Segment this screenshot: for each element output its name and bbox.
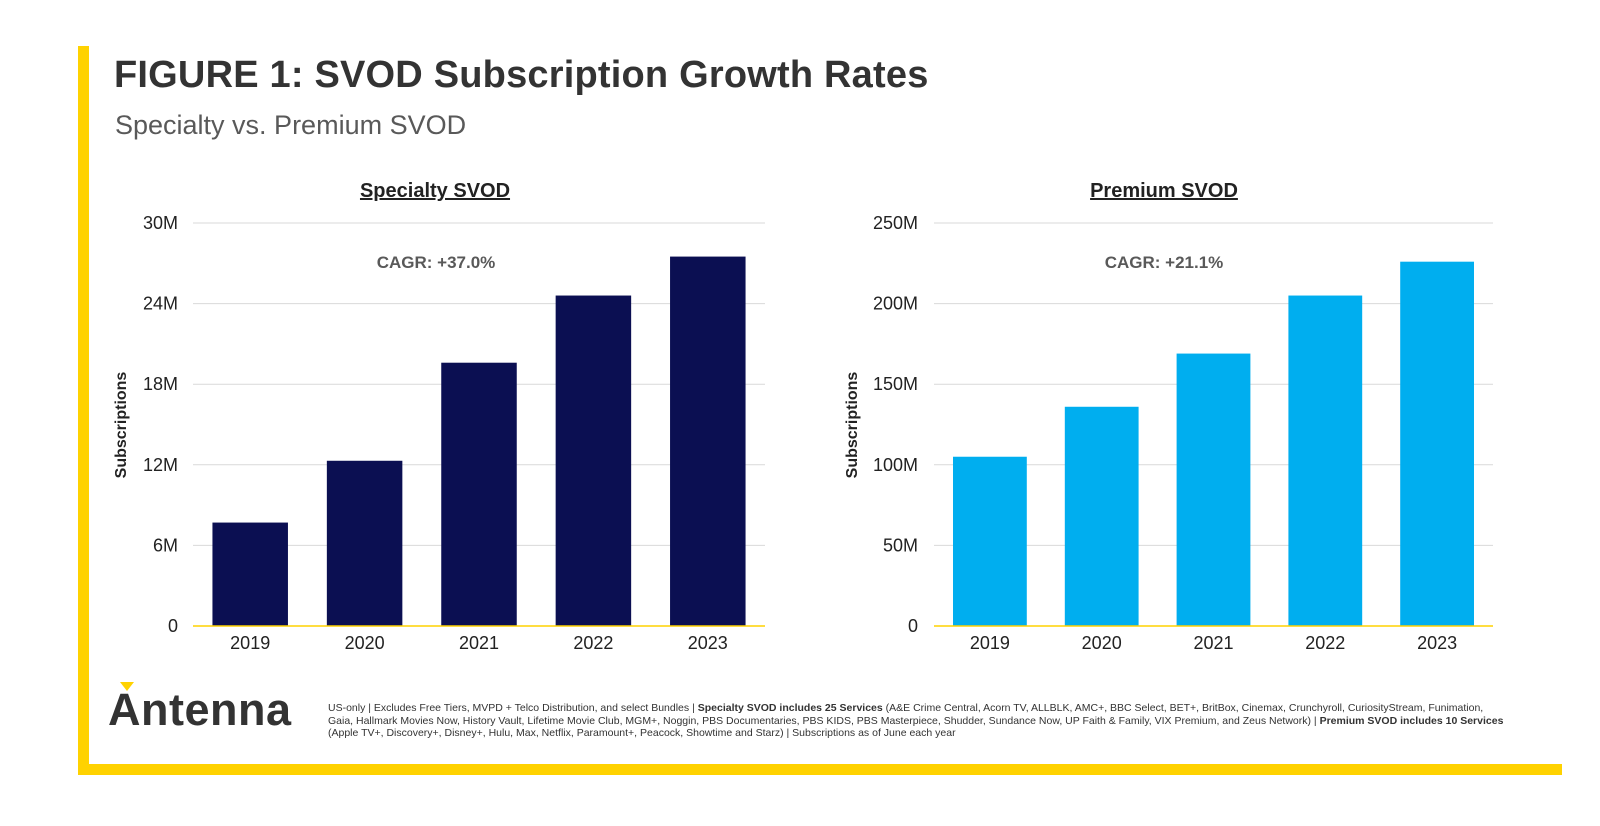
premium-y-tick-label: 200M [873,294,918,314]
antenna-logo: Antenna [108,682,308,752]
premium-y-axis-title: Subscriptions [844,372,861,479]
premium-x-tick-label: 2020 [1082,633,1122,653]
specialty-y-tick-label: 0 [168,616,178,636]
premium-cagr-annotation: CAGR: +21.1% [1105,253,1224,272]
footnote: US-only | Excludes Free Tiers, MVPD + Te… [328,702,1508,740]
premium-bar-2022 [1288,295,1363,626]
figure-subtitle: Specialty vs. Premium SVOD [115,110,467,140]
premium-y-tick-label: 250M [873,213,918,233]
premium-y-tick-label: 0 [908,616,918,636]
logo-mark-icon [120,682,134,691]
premium-bar-2023 [1400,261,1474,626]
specialty-y-tick-label: 30M [143,213,178,233]
specialty-x-tick-label: 2021 [459,633,499,653]
figure-title: FIGURE 1: SVOD Subscription Growth Rates [114,54,929,96]
logo-text: Antenna [108,684,292,735]
specialty-y-tick-label: 12M [143,455,178,475]
specialty-bar-2023 [670,256,746,626]
premium-x-tick-label: 2023 [1417,633,1457,653]
premium-bar-2021 [1176,353,1251,626]
footnote-specialty-heading: Specialty SVOD includes 25 Services [697,702,883,714]
footnote-scope: US-only | Excludes Free Tiers, MVPD + Te… [328,702,698,714]
premium-x-tick-label: 2019 [970,633,1010,653]
specialty-bar-2019 [212,522,288,626]
specialty-y-axis-title: Subscriptions [113,372,130,479]
specialty-bar-2020 [326,460,403,626]
premium-x-tick-label: 2021 [1193,633,1233,653]
premium-y-tick-label: 150M [873,374,918,394]
premium-y-tick-label: 100M [873,455,918,475]
specialty-cagr-annotation: CAGR: +37.0% [377,253,496,272]
premium-bar-2020 [1064,406,1139,626]
specialty-y-tick-label: 24M [143,294,178,314]
footnote-premium-list: (Apple TV+, Discovery+, Disney+, Hulu, M… [328,727,956,739]
specialty-x-tick-label: 2020 [345,633,385,653]
premium-x-tick-label: 2022 [1305,633,1345,653]
specialty-y-tick-label: 6M [153,535,178,555]
specialty-bar-2022 [555,295,632,626]
specialty-bar-2021 [441,362,517,626]
specialty-x-tick-label: 2023 [688,633,728,653]
specialty-y-tick-label: 18M [143,374,178,394]
footnote-premium-heading: Premium SVOD includes 10 Services [1319,714,1504,727]
accent-bar-bottom [78,764,1562,775]
premium-bar-2019 [953,456,1027,626]
premium-chart-title: Premium SVOD [1090,180,1238,202]
specialty-x-tick-label: 2019 [230,633,270,653]
accent-bar-left [78,46,89,774]
specialty-x-tick-label: 2022 [573,633,613,653]
footnote-specialty-list: (A&E Crime Central, Acorn TV, ALLBLK, AM… [328,702,1484,727]
premium-y-tick-label: 50M [883,535,918,555]
specialty-chart-title: Specialty SVOD [360,180,510,202]
